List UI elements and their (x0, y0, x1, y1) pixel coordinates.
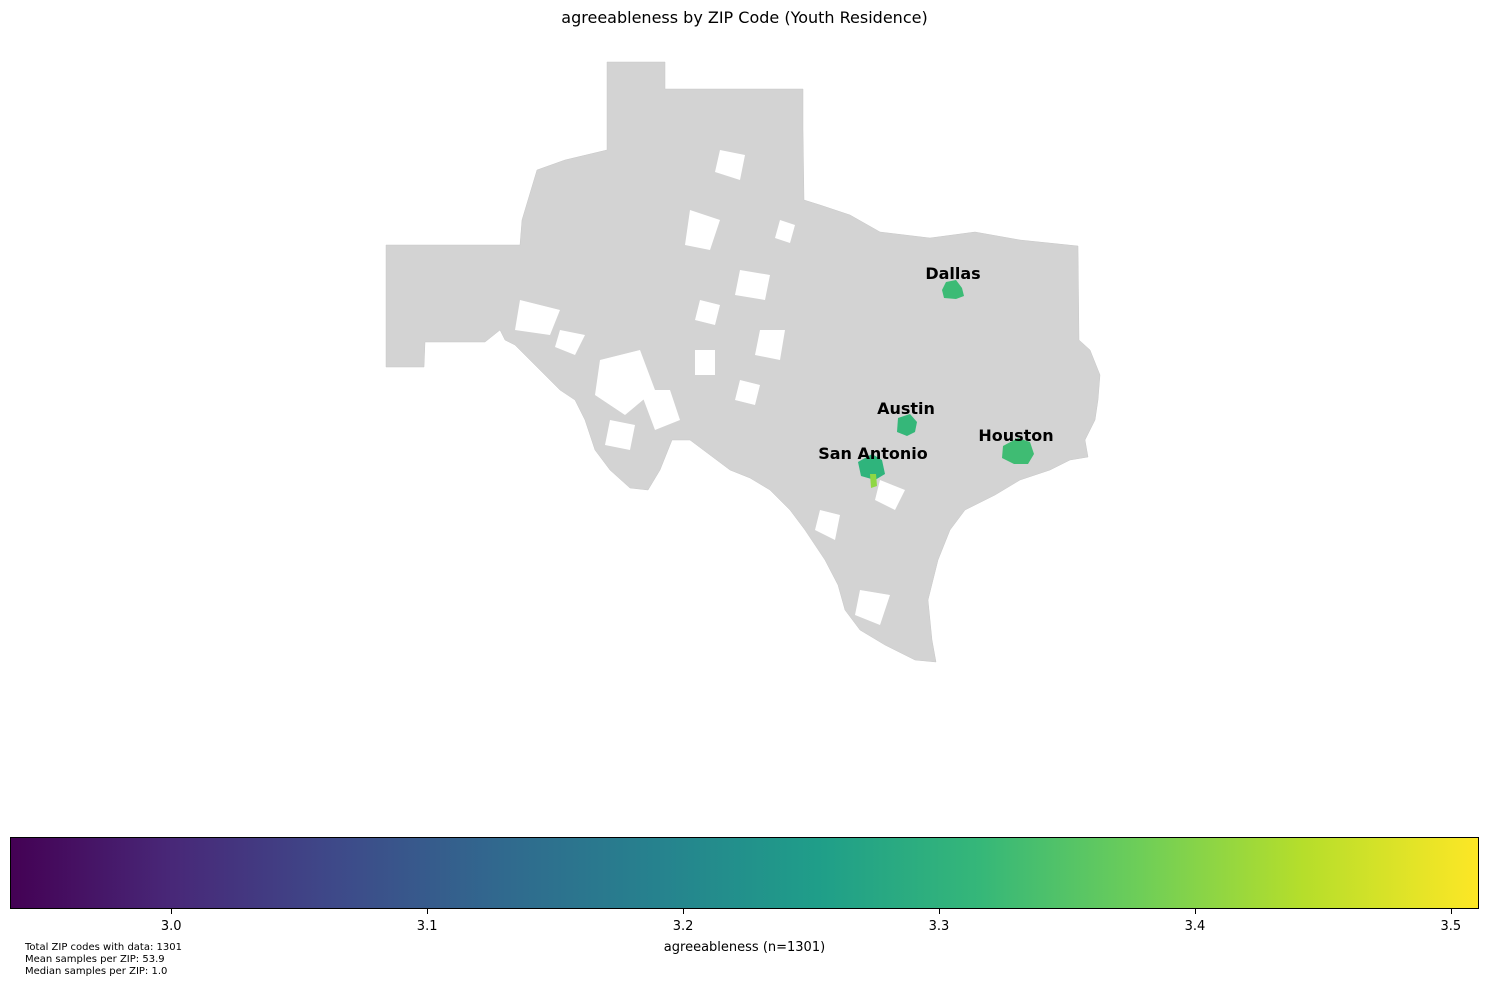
colorbar-tick (1450, 909, 1452, 914)
san-antonio-south-zip (870, 474, 877, 488)
texas-state-shape (385, 61, 1101, 663)
city-label-houston: Houston (978, 426, 1053, 445)
stats-block: Total ZIP codes with data: 1301 Mean sam… (25, 942, 182, 978)
chart-title: agreeableness by ZIP Code (Youth Residen… (561, 8, 928, 27)
colorbar-tick (171, 909, 173, 914)
city-label-dallas: Dallas (925, 264, 980, 283)
colorbar-tick (683, 909, 685, 914)
map-gaps (515, 150, 905, 625)
texas-zip-map: Dallas Austin Houston San Antonio (385, 61, 1101, 663)
colorbar-ticks: 3.0 3.1 3.2 3.3 3.4 3.5 (10, 909, 1479, 939)
colorbar (10, 837, 1479, 909)
colorbar-tick (1194, 909, 1196, 914)
city-label-austin: Austin (877, 399, 935, 418)
colorbar-tick-label: 3.1 (416, 919, 438, 934)
colorbar-tick-label: 3.4 (1184, 919, 1206, 934)
colorbar-tick-label: 3.3 (928, 919, 950, 934)
colorbar-tick-label: 3.2 (672, 919, 694, 934)
city-label-san-antonio: San Antonio (818, 444, 928, 463)
colorbar-tick-label: 3.5 (1440, 919, 1462, 934)
stat-median-samples: Median samples per ZIP: 1.0 (25, 966, 168, 977)
houston-zip-cluster (1002, 438, 1034, 464)
colorbar-tick (427, 909, 429, 914)
dallas-zip-cluster (942, 280, 964, 299)
san-antonio-zip-cluster (858, 454, 885, 480)
stat-mean-samples: Mean samples per ZIP: 53.9 (25, 954, 165, 965)
stat-total-zips: Total ZIP codes with data: 1301 (25, 942, 182, 953)
colorbar-tick (939, 909, 940, 914)
colorbar-label: agreeableness (n=1301) (663, 940, 826, 955)
colorbar-tick-label: 3.0 (160, 919, 182, 934)
austin-zip-cluster (897, 414, 917, 436)
